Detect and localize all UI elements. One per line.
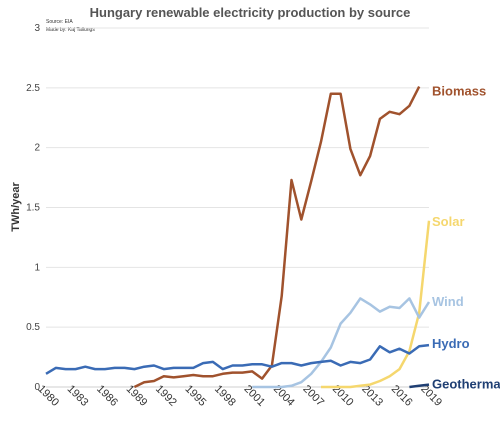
series-line-geothermal — [409, 383, 430, 389]
y-axis-ticks: 0 0.5 1 1.5 2 2.5 3 — [26, 23, 40, 393]
y-tick-label: 0 — [34, 382, 40, 393]
y-axis-label: TWh/year — [10, 182, 22, 232]
series-line-solar — [321, 220, 431, 389]
series-labels: Biomass Solar Wind Hydro Geothermal — [432, 83, 500, 391]
y-tick-label: 2.5 — [26, 83, 40, 94]
series-label-geothermal: Geothermal — [432, 377, 500, 392]
y-tick-label: 1.5 — [26, 203, 40, 214]
series-label-solar: Solar — [432, 214, 465, 229]
series-label-biomass: Biomass — [432, 83, 486, 98]
series-lines — [45, 86, 431, 389]
y-tick-label: 1 — [34, 262, 40, 273]
author-note: Made by: Kaj Tallungs — [46, 27, 95, 33]
y-tick-label: 2 — [34, 143, 40, 154]
series-label-wind: Wind — [432, 294, 464, 309]
series-line-biomass — [133, 86, 421, 389]
y-tick-label: 3 — [34, 23, 40, 34]
series-line-wind — [252, 297, 431, 389]
chart-title: Hungary renewable electricity production… — [90, 5, 411, 20]
series-label-hydro: Hydro — [432, 336, 470, 351]
gridlines — [46, 27, 429, 388]
y-tick-label: 0.5 — [26, 322, 40, 333]
series-line-hydro — [45, 343, 430, 375]
source-note: Source: EIA — [46, 19, 73, 25]
